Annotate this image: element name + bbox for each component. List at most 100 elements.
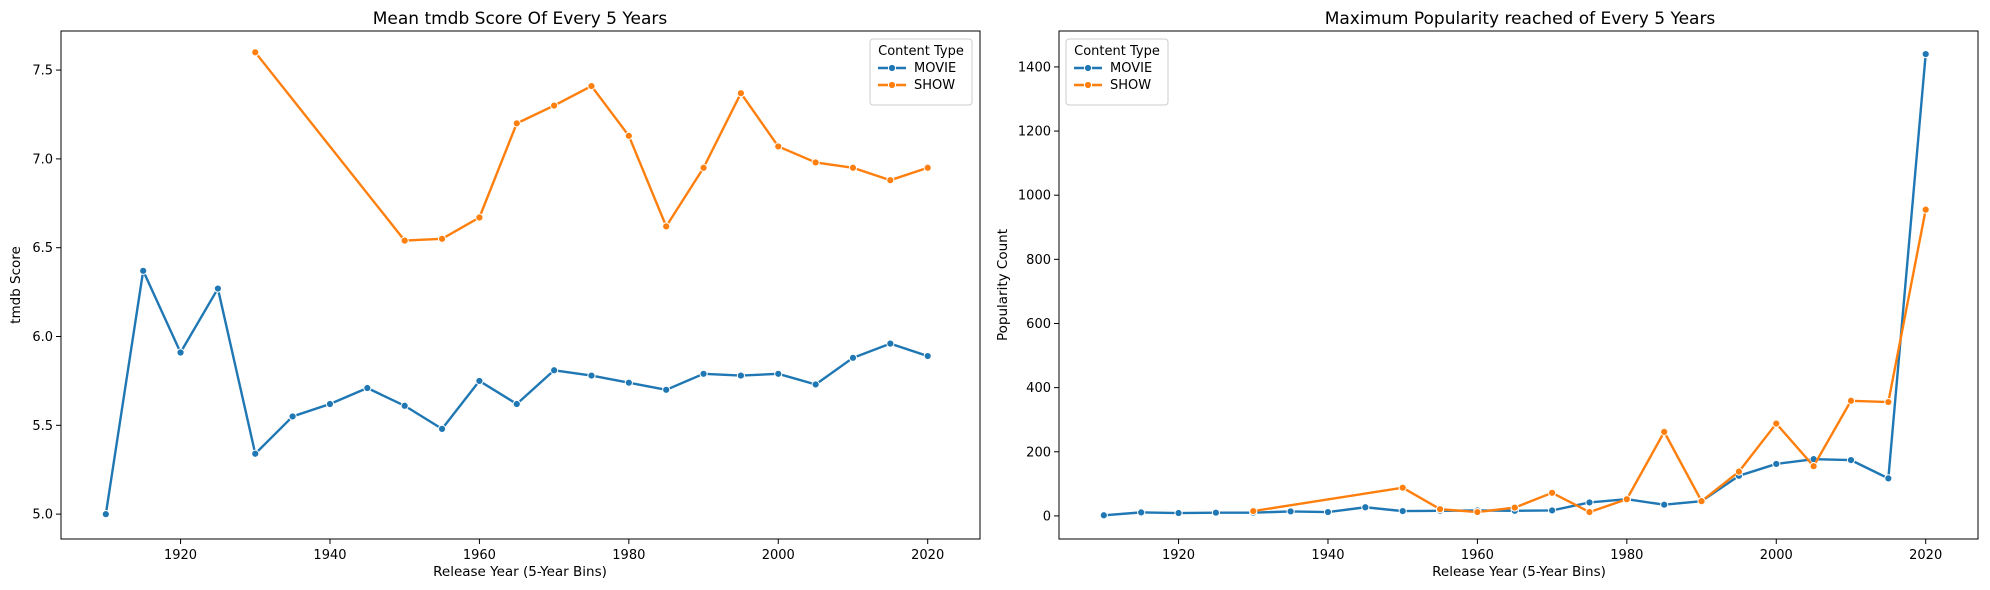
data-point-show [475, 213, 484, 222]
chart-title: Maximum Popularity reached of Every 5 Ye… [1325, 9, 1716, 29]
x-tick-label: 1960 [463, 548, 496, 563]
y-tick-label: 800 [1026, 253, 1051, 268]
data-point-show [1660, 427, 1669, 436]
y-tick-label: 1400 [1018, 60, 1051, 75]
y-tick-label: 7.5 [32, 64, 53, 79]
data-point-show [1548, 488, 1557, 497]
y-tick-label: 1200 [1018, 125, 1051, 140]
data-point-movie [1323, 507, 1333, 517]
data-point-show [587, 81, 596, 91]
plot-area: 1920 1940 1960 1980 2000 2020 0 200 400 600 800 100… [1018, 49, 1942, 563]
x-tick-label: 1980 [612, 548, 645, 563]
data-point-show [1435, 505, 1445, 514]
data-point-show [1921, 205, 1930, 214]
data-point-movie [251, 449, 260, 458]
legend-marker-movie [887, 63, 897, 73]
data-point-movie [400, 401, 409, 410]
data-point-movie [512, 399, 521, 409]
data-point-movie [550, 366, 559, 375]
data-point-show [811, 158, 820, 167]
data-point-movie [624, 378, 633, 387]
legend: Content Type MOVIE SHOW [869, 38, 973, 106]
legend-box [1065, 38, 1169, 106]
data-point-show [736, 89, 746, 98]
data-point-show [923, 163, 932, 172]
legend-marker-show [1083, 80, 1093, 90]
data-point-movie [662, 385, 671, 394]
legend-label-show: SHOW [1110, 78, 1151, 93]
x-tick-label: 1960 [1461, 548, 1494, 563]
x-tick-label: 2020 [911, 548, 944, 563]
data-point-movie [1398, 506, 1407, 516]
legend-box [869, 38, 973, 106]
x-tick-label: 1980 [1610, 548, 1643, 563]
data-point-movie [1585, 498, 1594, 507]
data-point-show [1622, 495, 1631, 504]
data-point-movie [1099, 511, 1108, 520]
data-point-movie [811, 380, 820, 389]
legend-entries: MOVIE SHOW [1074, 61, 1152, 93]
y-tick-label: 1000 [1018, 189, 1051, 204]
data-point-show [1473, 507, 1482, 517]
y-tick-label: 7.0 [32, 152, 53, 167]
y-axis-label: Popularity Count [995, 229, 1011, 341]
data-point-movie [176, 348, 185, 357]
chart-max-popularity: Maximum Popularity reached of Every 5 Ye… [995, 9, 1979, 580]
y-axis-label: tmdb Score [8, 246, 24, 324]
data-point-show [1734, 467, 1744, 476]
data-point-movie [213, 284, 223, 293]
data-point-movie [101, 510, 110, 519]
data-point-movie [886, 339, 895, 348]
data-point-movie [736, 371, 746, 380]
data-point-movie [848, 353, 858, 362]
x-tick-label: 1920 [1162, 548, 1195, 563]
data-point-show [1398, 483, 1407, 492]
data-point-movie [1921, 49, 1930, 59]
y-tick-label: 0 [1043, 509, 1051, 524]
chart-mean-tmdb-score: Mean tmdb Score Of Every 5 Years 1920 194… [8, 9, 981, 580]
y-tick-label: 600 [1026, 317, 1051, 332]
data-point-movie [475, 376, 484, 386]
y-tick-label: 6.5 [32, 241, 53, 256]
data-point-show [699, 163, 708, 172]
data-point-movie [139, 266, 148, 275]
data-point-show [662, 222, 671, 231]
data-point-show [550, 101, 559, 110]
x-tick-label: 2020 [1909, 548, 1942, 563]
x-tick-label: 2000 [1760, 548, 1793, 563]
series-line-show [1253, 209, 1927, 514]
data-point-show [1846, 396, 1856, 405]
legend-marker-movie [1083, 63, 1093, 73]
plot-area: 1920 1940 1960 1980 2000 2020 5.0 5.5 6.0 6.5 7.0 7… [32, 48, 944, 563]
x-tick-label: 1940 [313, 548, 346, 563]
data-point-movie [1548, 506, 1557, 515]
data-point-movie [1660, 500, 1669, 509]
x-axis-label: Release Year (5-Year Bins) [1432, 564, 1606, 580]
y-tick-label: 5.0 [32, 508, 53, 523]
plot-frame [60, 30, 981, 540]
data-point-movie [1211, 508, 1221, 517]
data-point-show [251, 48, 260, 57]
series-line-movie [1103, 53, 1927, 517]
data-point-show [774, 142, 783, 151]
data-point-show [848, 163, 858, 172]
data-point-movie [1361, 503, 1370, 512]
y-tick-label: 200 [1026, 445, 1051, 460]
data-point-show [1809, 462, 1818, 471]
x-tick-label: 2000 [762, 548, 795, 563]
data-point-movie [1884, 474, 1893, 483]
data-point-movie [288, 412, 297, 421]
chart-title: Mean tmdb Score Of Every 5 Years [373, 9, 668, 29]
data-point-movie [587, 371, 596, 380]
legend-entries: MOVIE SHOW [878, 61, 956, 93]
data-point-show [437, 234, 447, 243]
data-point-movie [923, 351, 932, 361]
data-point-movie [774, 369, 783, 378]
data-point-show [1510, 503, 1519, 512]
x-tick-label: 1920 [164, 548, 197, 563]
data-point-show [886, 176, 895, 185]
data-point-movie [325, 399, 335, 409]
data-point-show [1697, 497, 1706, 506]
legend-label-movie: MOVIE [1110, 61, 1152, 76]
data-point-movie [1846, 456, 1856, 465]
